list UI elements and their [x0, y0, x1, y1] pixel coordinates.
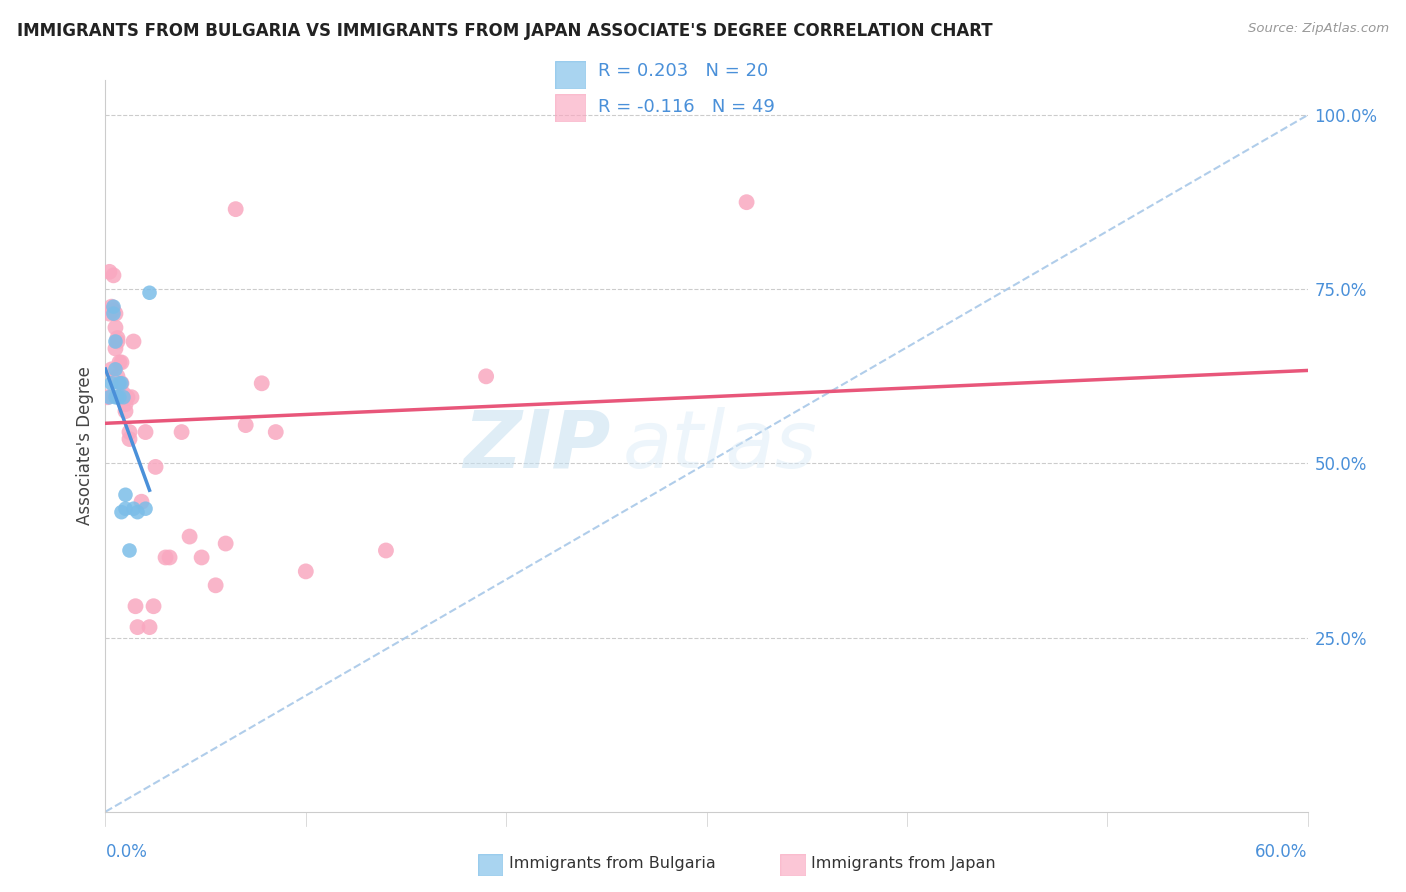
Point	[124, 599, 146, 614]
Point	[104, 342, 127, 356]
Point	[96, 390, 118, 404]
Point	[475, 369, 498, 384]
Point	[98, 390, 121, 404]
Point	[108, 390, 131, 404]
Point	[114, 397, 136, 411]
Text: 0.0%: 0.0%	[105, 843, 148, 861]
Point	[108, 376, 131, 391]
Text: IMMIGRANTS FROM BULGARIA VS IMMIGRANTS FROM JAPAN ASSOCIATE'S DEGREE CORRELATION: IMMIGRANTS FROM BULGARIA VS IMMIGRANTS F…	[17, 22, 993, 40]
Point	[107, 369, 129, 384]
Point	[100, 300, 122, 314]
Point	[100, 362, 122, 376]
Point	[112, 390, 135, 404]
Point	[104, 390, 127, 404]
Point	[103, 307, 125, 321]
Point	[104, 334, 127, 349]
Point	[114, 404, 136, 418]
Point	[112, 390, 135, 404]
Point	[135, 425, 157, 439]
Point	[204, 578, 226, 592]
Point	[108, 390, 131, 404]
Text: atlas: atlas	[623, 407, 817, 485]
Point	[117, 390, 139, 404]
Point	[104, 362, 127, 376]
Y-axis label: Associate's Degree: Associate's Degree	[76, 367, 94, 525]
Point	[103, 303, 125, 318]
Text: R = -0.116   N = 49: R = -0.116 N = 49	[598, 98, 775, 116]
Point	[121, 390, 143, 404]
Point	[108, 355, 131, 369]
Point	[159, 550, 181, 565]
Point	[118, 432, 141, 446]
Point	[131, 494, 153, 508]
Point	[374, 543, 398, 558]
Text: R = 0.203   N = 20: R = 0.203 N = 20	[598, 62, 768, 79]
Point	[235, 418, 257, 433]
Point	[112, 386, 135, 401]
Point	[295, 565, 318, 579]
Point	[107, 334, 129, 349]
Point	[155, 550, 177, 565]
Point	[98, 307, 121, 321]
Point	[110, 376, 132, 391]
Point	[110, 355, 132, 369]
Text: ZIP: ZIP	[463, 407, 610, 485]
Point	[103, 268, 125, 283]
Text: Source: ZipAtlas.com: Source: ZipAtlas.com	[1249, 22, 1389, 36]
Point	[110, 376, 132, 391]
Point	[250, 376, 273, 391]
Point	[225, 202, 247, 216]
Point	[127, 505, 149, 519]
Point	[138, 620, 160, 634]
Point	[114, 488, 136, 502]
Point	[98, 265, 121, 279]
Point	[104, 320, 127, 334]
Point	[145, 459, 167, 474]
Point	[138, 285, 160, 300]
Point	[114, 501, 136, 516]
Point	[104, 307, 127, 321]
Point	[214, 536, 236, 550]
Point	[135, 501, 157, 516]
Point	[112, 390, 135, 404]
Point	[110, 505, 132, 519]
Point	[122, 334, 145, 349]
Point	[118, 543, 141, 558]
Point	[735, 195, 758, 210]
Point	[190, 550, 212, 565]
Point	[264, 425, 287, 439]
Point	[118, 425, 141, 439]
Point	[142, 599, 165, 614]
Point	[103, 300, 125, 314]
Point	[100, 376, 122, 391]
Point	[107, 390, 129, 404]
Point	[170, 425, 193, 439]
Text: Immigrants from Bulgaria: Immigrants from Bulgaria	[509, 856, 716, 871]
Text: 60.0%: 60.0%	[1256, 843, 1308, 861]
Point	[127, 620, 149, 634]
Point	[107, 331, 129, 345]
Point	[122, 501, 145, 516]
Text: Immigrants from Japan: Immigrants from Japan	[811, 856, 995, 871]
Point	[179, 530, 201, 544]
